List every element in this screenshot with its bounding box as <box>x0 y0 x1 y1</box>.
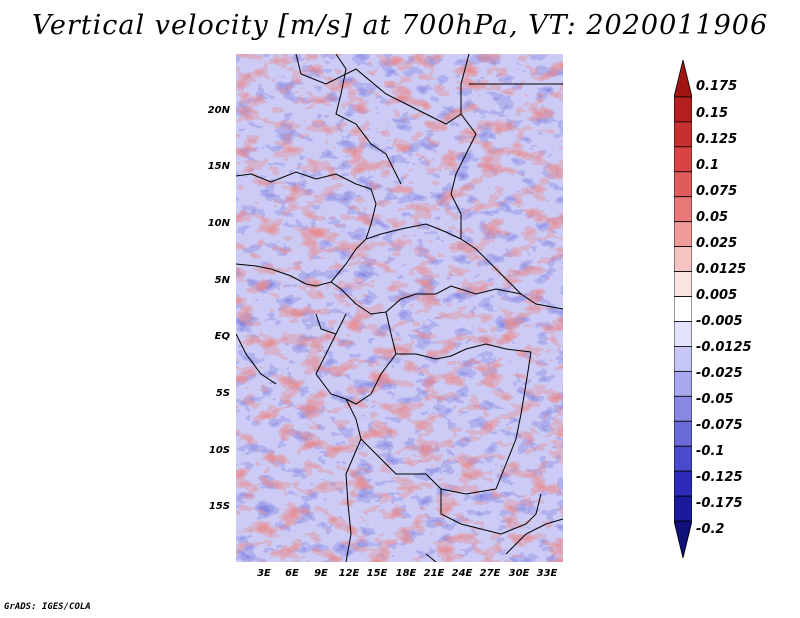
colorbar-label: 0.1 <box>696 158 720 173</box>
lon-label-3e: 3E <box>257 568 271 579</box>
colorbar-segment <box>674 196 692 223</box>
colorbar-segment <box>674 60 692 98</box>
colorbar-label: -0.1 <box>696 444 725 459</box>
colorbar-segment <box>674 445 692 472</box>
colorbar-label: 0.075 <box>696 184 738 199</box>
lat-label-15n: 15N <box>207 161 230 172</box>
colorbar-label: -0.05 <box>696 392 734 407</box>
lon-label-12e: 12E <box>338 568 360 579</box>
colorbar-label: -0.075 <box>696 418 743 433</box>
lat-label-15s: 15S <box>208 501 230 512</box>
lat-label-20n: 20N <box>207 105 230 116</box>
colorbar-segment <box>674 395 692 422</box>
lat-label-5n: 5N <box>214 275 230 286</box>
colorbar-segments <box>674 60 692 558</box>
colorbar-segment <box>674 221 692 248</box>
lon-label-33e: 33E <box>536 568 558 579</box>
colorbar-segment <box>674 271 692 297</box>
lat-label-10n: 10N <box>207 218 230 229</box>
colorbar-label: 0.15 <box>696 106 729 121</box>
lon-label-21e: 21E <box>423 568 445 579</box>
credit-text: GrADS: IGES/COLA <box>4 602 91 612</box>
map-ascent-field <box>236 54 563 562</box>
colorbar-segment <box>674 321 692 347</box>
colorbar-label: 0.125 <box>696 132 738 147</box>
lat-label-5s: 5S <box>215 388 230 399</box>
colorbar-segment <box>674 121 692 148</box>
colorbar-segment <box>674 370 692 397</box>
map-overlay <box>236 54 563 562</box>
country-borders <box>236 54 563 562</box>
velocity-map <box>236 54 563 562</box>
lat-label-eq: EQ <box>214 331 230 342</box>
colorbar-label: -0.125 <box>696 470 743 485</box>
colorbar-segment <box>674 246 692 272</box>
plot-title: Vertical velocity [m/s] at 700hPa, VT: 2… <box>31 10 769 41</box>
colorbar-label: 0.005 <box>696 288 738 303</box>
colorbar-segment <box>674 346 692 372</box>
lon-label-9e: 9E <box>314 568 328 579</box>
colorbar-segment <box>674 96 692 123</box>
colorbar-segment <box>674 495 692 522</box>
colorbar-segment <box>674 171 692 198</box>
colorbar-label: -0.025 <box>696 366 743 381</box>
lon-label-15e: 15E <box>366 568 388 579</box>
lon-label-6e: 6E <box>285 568 299 579</box>
lat-label-10s: 10S <box>208 445 230 456</box>
colorbar-label: -0.0125 <box>696 340 752 355</box>
colorbar-segment <box>674 296 692 322</box>
colorbar <box>674 60 692 558</box>
colorbar-label: 0.175 <box>696 79 738 94</box>
colorbar-segment <box>674 520 692 558</box>
colorbar-label: -0.2 <box>696 522 725 537</box>
colorbar-label: 0.05 <box>696 210 729 225</box>
lon-label-24e: 24E <box>451 568 473 579</box>
colorbar-label: -0.005 <box>696 314 743 329</box>
lon-label-30e: 30E <box>508 568 530 579</box>
colorbar-segment <box>674 146 692 173</box>
lon-label-27e: 27E <box>479 568 501 579</box>
colorbar-label: 0.025 <box>696 236 738 251</box>
colorbar-segment <box>674 470 692 497</box>
colorbar-label: 0.0125 <box>696 262 747 277</box>
lon-label-18e: 18E <box>395 568 417 579</box>
colorbar-segment <box>674 420 692 447</box>
colorbar-label: -0.175 <box>696 496 743 511</box>
